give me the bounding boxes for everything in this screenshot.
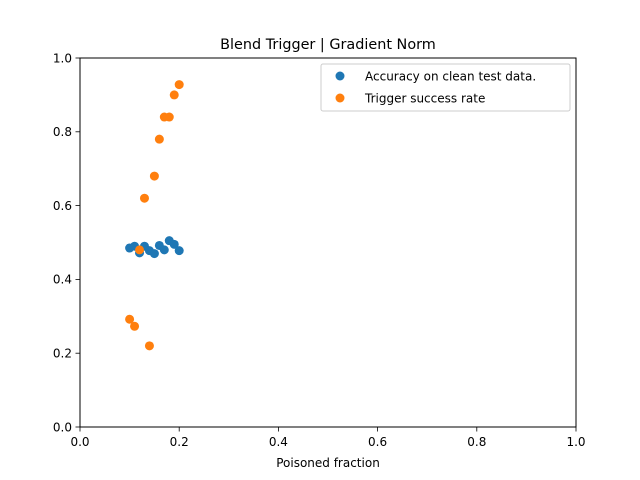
x-tick-label-4: 0.8 [467, 435, 486, 449]
x-tick-label-2: 0.4 [269, 435, 288, 449]
legend-marker-accuracy [335, 71, 345, 81]
point-trigger-success-10 [174, 80, 184, 90]
x-tick-label-5: 1.0 [566, 435, 585, 449]
data-points [125, 80, 184, 351]
x-tick-label-0: 0.0 [70, 435, 89, 449]
y-tick-label-3: 0.6 [53, 199, 72, 213]
y-tick-label-2: 0.4 [53, 273, 72, 287]
point-accuracy-9 [169, 239, 179, 249]
point-trigger-success-8 [164, 112, 174, 122]
y-axis-ticks: 0.0 0.2 0.4 0.6 0.8 1.0 [53, 51, 80, 434]
point-accuracy-10 [174, 246, 184, 256]
point-trigger-success-2 [135, 245, 145, 255]
x-axis-label: Poisoned fraction [276, 456, 380, 470]
point-trigger-success-4 [144, 341, 154, 351]
legend-label-trigger-success: Trigger success rate [364, 92, 485, 106]
legend-marker-trigger-success [335, 93, 345, 103]
point-trigger-success-9 [169, 90, 179, 100]
point-trigger-success-1 [130, 321, 140, 331]
x-tick-label-1: 0.2 [170, 435, 189, 449]
point-accuracy-7 [159, 245, 169, 255]
point-trigger-success-3 [139, 193, 149, 203]
y-tick-label-5: 1.0 [53, 51, 72, 65]
point-accuracy-5 [149, 249, 159, 259]
y-tick-label-4: 0.8 [53, 125, 72, 139]
y-tick-label-1: 0.2 [53, 347, 72, 361]
point-trigger-success-5 [149, 171, 159, 181]
x-tick-label-3: 0.6 [368, 435, 387, 449]
point-trigger-success-0 [125, 314, 135, 324]
x-axis-ticks: 0.0 0.2 0.4 0.6 0.8 1.0 [70, 427, 586, 449]
y-tick-label-0: 0.0 [53, 420, 72, 434]
chart-title: Blend Trigger | Gradient Norm [220, 37, 436, 53]
legend: Accuracy on clean test data. Trigger suc… [320, 63, 571, 112]
legend-box [320, 63, 571, 112]
point-trigger-success-6 [154, 134, 164, 144]
plot-area-frame [79, 57, 577, 428]
legend-label-accuracy: Accuracy on clean test data. [365, 70, 536, 84]
